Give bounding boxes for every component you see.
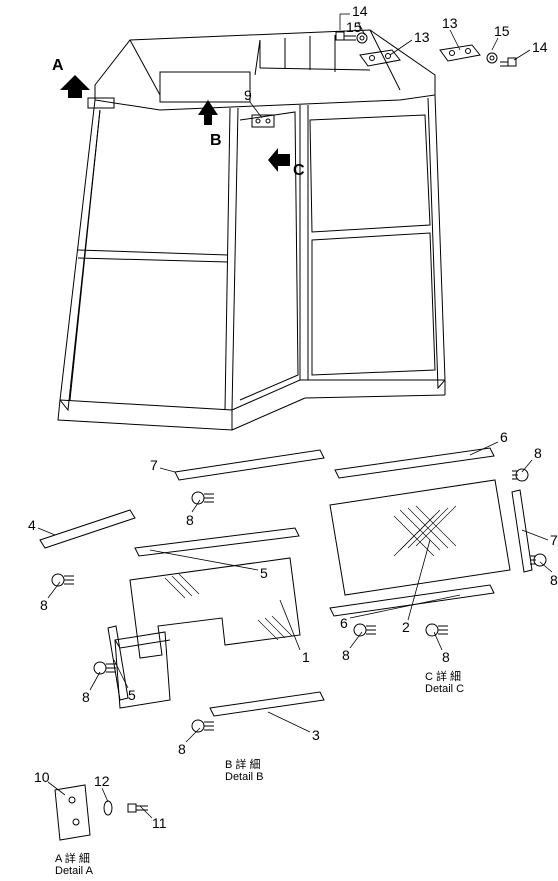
caption-C-en: Detail C [425, 683, 464, 695]
callout-13a: 13 [414, 29, 430, 45]
callout-6a: 6 [500, 429, 508, 445]
label-B: B [210, 132, 222, 149]
callout-2: 2 [402, 619, 410, 635]
callout-5b: 5 [128, 687, 136, 703]
callout-8e: 8 [534, 445, 542, 461]
callout-8c: 8 [82, 689, 90, 705]
callout-8f: 8 [550, 572, 558, 588]
caption-B-en: Detail B [225, 771, 264, 783]
caption-A-en: Detail A [55, 865, 94, 877]
callout-14a: 14 [352, 3, 368, 19]
callout-15b: 15 [494, 23, 510, 39]
callout-8a: 8 [186, 512, 194, 528]
caption-C-cjk: C 詳 細 [425, 669, 461, 683]
callout-8h: 8 [442, 649, 450, 665]
arrow-B [198, 100, 218, 125]
callout-8g: 8 [342, 647, 350, 663]
callout-11: 11 [152, 815, 167, 831]
parts-diagram: A B C 14 15 13 13 15 14 9 7 8 4 8 5 5 8 … [0, 0, 558, 881]
callout-13b: 13 [442, 15, 458, 31]
callout-3: 3 [312, 727, 320, 743]
callout-9: 9 [244, 87, 252, 103]
callout-8d: 8 [178, 741, 186, 757]
callout-5a: 5 [260, 565, 268, 581]
callout-7b: 7 [550, 532, 558, 548]
label-A: A [52, 57, 64, 74]
detail-A-parts [55, 785, 148, 840]
caption-B-cjk: B 詳 細 [225, 757, 260, 771]
detail-C-parts [330, 448, 546, 636]
caption-A-cjk: A 詳 細 [55, 851, 90, 865]
callout-8b: 8 [40, 597, 48, 613]
label-C: C [293, 162, 305, 179]
callout-12: 12 [94, 773, 110, 789]
arrow-A [60, 75, 90, 98]
callout-7a: 7 [150, 457, 158, 473]
callout-6b: 6 [340, 615, 348, 631]
callout-4: 4 [28, 517, 36, 533]
callout-15a: 15 [346, 19, 362, 35]
callout-14b: 14 [532, 39, 548, 55]
callout-10: 10 [34, 769, 50, 785]
callout-1: 1 [302, 649, 310, 665]
arrow-C [268, 148, 290, 172]
